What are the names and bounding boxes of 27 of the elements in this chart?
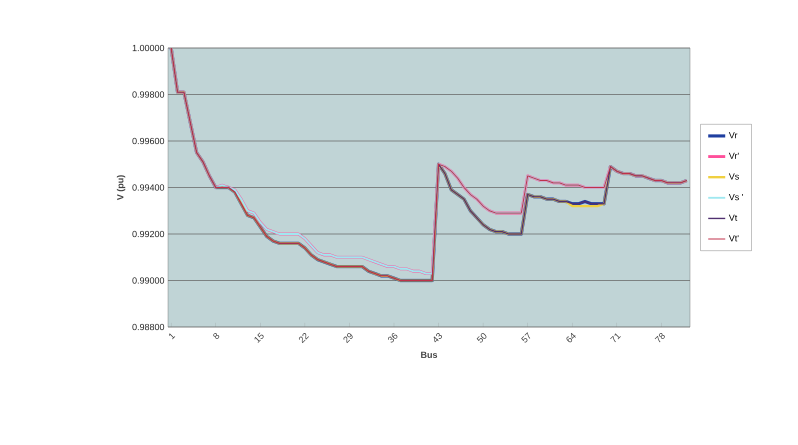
x-tick-label: 57: [521, 332, 530, 342]
legend-label: Vs ': [728, 194, 744, 200]
legend-label: Vr: [728, 132, 738, 138]
y-axis-title: V (pu): [116, 175, 126, 200]
x-tick-label: 36: [388, 333, 398, 343]
x-axis-title: Bus: [421, 352, 438, 358]
y-tick-label: 1.00000: [132, 44, 164, 52]
legend-label: Vs: [728, 173, 739, 180]
y-tick-label: 0.99600: [132, 138, 164, 144]
x-tick-label: 29: [343, 333, 353, 344]
legend-label: Vt': [728, 235, 739, 242]
x-tick-label: 8: [213, 333, 220, 339]
x-tick-label: 71: [610, 333, 621, 342]
x-tick-label: 22: [298, 333, 309, 344]
x-tick-label: 43: [434, 333, 442, 342]
legend-label: Vr': [728, 152, 739, 159]
y-tick-label: 0.98800: [132, 324, 164, 330]
x-tick-label: 50: [476, 333, 486, 343]
y-tick-label: 0.99800: [132, 91, 164, 98]
x-tick-label: 78: [654, 333, 665, 342]
y-tick-label: 0.99400: [132, 184, 164, 191]
x-tick-label: 64: [566, 332, 576, 342]
x-tick-label: 1: [168, 333, 176, 340]
y-tick-label: 0.99000: [132, 277, 164, 284]
legend-label: Vt: [728, 214, 738, 221]
x-tick-label: 15: [254, 332, 264, 343]
y-tick-label: 0.99200: [132, 230, 164, 238]
